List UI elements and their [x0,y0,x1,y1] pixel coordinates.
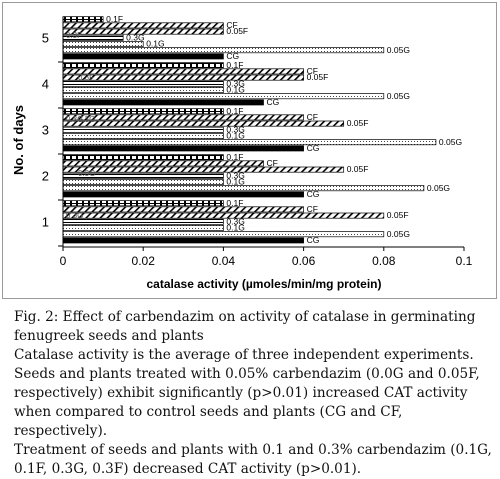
bar-0_05G-day-1 [62,231,385,238]
overlap-label: 0.3F [78,73,94,82]
bar-label: CF [307,66,318,76]
bar-label: 0.05G [439,137,462,147]
chart-panel: 0.1F CF 0.05F 0.3G 0.1G 0.05G CG 0.1F CF 0.05F 0.3… [2,2,497,299]
bar-0_3G-day-1 [62,218,224,225]
bar-CF-day-1 [62,206,304,213]
bar-label: 0.05F [387,210,409,220]
bar-label: 0.1G [146,39,164,49]
bar-0_3G-day-3 [62,126,224,133]
bar-0_05G-day-5 [62,47,385,54]
x-axis-label: catalase activity (µmoles/min/mg protein… [147,277,382,291]
bar-label: 0.05G [387,91,410,101]
bar-CF-day-2 [62,160,264,167]
bar-label: 0.1G [226,131,244,141]
bar-0_05G-day-3 [62,139,437,146]
bar-CG-day-3 [62,145,304,152]
plot-area: 0.1FCF0.05F0.3G0.1G0.05GCG0.1FCF0.05F0.3… [62,14,462,245]
bar-CF-day-4 [62,68,304,75]
bar-0_1F-day-1 [62,200,224,207]
bar-label: 0.05F [307,72,329,82]
bar-label: 0.1F [226,106,243,116]
catalase-bar-chart: 0.1FCF0.05F0.3G0.1G0.05GCG0.1FCF0.05F0.3… [11,14,473,291]
bar-label: CG [307,235,320,245]
bar-label: 0.05F [347,164,369,174]
y-tick-label: 4 [42,76,49,91]
bar-0_1G-day-5 [62,41,144,47]
bar-label: CG [226,51,239,61]
bar-label: 0.1G [226,223,244,233]
bar-CF-day-3 [62,114,304,121]
bar-0_05F-day-2 [62,166,345,173]
bar-label: CG [307,143,320,153]
bar-label: CG [307,189,320,199]
bar-0_05F-day-4 [62,74,304,81]
bar-label: CF [226,20,237,30]
overlap-label: 0.3F [66,31,82,40]
figure-caption: Fig. 2: Effect of carbendazim on activit… [14,308,492,479]
bar-label: 0.1F [226,152,243,162]
bar-label: 0.1F [106,14,123,24]
x-tick-label: 0.06 [292,254,316,268]
bar-label: 0.05F [347,118,369,128]
caption-line-1: Catalase activity is the average of thre… [14,347,474,363]
bar-0_1G-day-2 [62,179,224,185]
overlap-label: 0.3G [78,169,95,178]
x-tick-label: 0.08 [372,254,396,268]
bar-label: 0.1F [226,60,243,70]
axes: 1 2 3 4 5 0 0.02 0.04 0.06 0.08 0.1 [42,17,473,268]
bar-label: 0.05F [226,26,248,36]
overlap-label: 0.3G [66,211,83,220]
y-axis-label: No. of days [11,105,26,175]
x-tick-label: 0.04 [212,254,236,268]
bar-0_1F-day-3 [62,108,224,115]
bar-0_1F-day-4 [62,62,224,69]
bar-CG-day-2 [62,191,304,198]
y-tick-label: 5 [42,30,49,45]
bar-label: 0.05G [387,45,410,55]
bar-label: 0.3G [226,216,244,226]
bar-label: 0.3G [226,124,244,134]
bar-0_05F-day-3 [62,120,345,127]
bar-0_05G-day-4 [62,93,385,100]
bar-0_05F-day-1 [62,212,385,219]
bar-label: CF [267,158,278,168]
bar-0_1G-day-3 [62,133,224,139]
bar-0_1G-day-1 [62,225,224,231]
caption-line-2: Seeds and plants treated with 0.05% carb… [14,366,480,439]
bar-label: 0.3G [126,32,144,42]
bar-label: 0.3G [226,78,244,88]
bar-label: CG [267,97,280,107]
bar-label: 0.05G [427,183,450,193]
bar-label: 0.1G [226,85,244,95]
y-tick-label: 1 [42,214,49,229]
overlap-label: 0.3G [78,115,95,124]
y-tick-label: 2 [42,168,49,183]
x-tick-label: 0 [60,254,67,268]
bar-0_1F-day-2 [62,154,224,161]
figure-title: Fig. 2: Effect of carbendazim on activit… [14,309,476,344]
bar-label: CF [307,112,318,122]
bar-label: 0.1G [226,177,244,187]
x-tick-label: 0.02 [132,254,156,268]
caption-line-3: Treatment of seeds and plants with 0.1 a… [14,442,492,477]
bar-CG-day-5 [62,53,224,60]
bar-CF-day-5 [62,22,224,29]
bar-label: 0.1F [226,198,243,208]
bar-label: 0.05G [387,229,410,239]
bar-0_1F-day-5 [62,16,104,23]
overlap-label: 0.3G [66,115,83,124]
bar-label: CF [307,204,318,214]
bar-0_05G-day-2 [62,185,425,192]
bar-0_1G-day-4 [62,87,224,93]
y-tick-label: 3 [42,122,49,137]
bar-label: 0.3G [226,170,244,180]
bar-CG-day-4 [62,99,264,106]
x-tick-label: 0.1 [456,254,473,268]
bar-CG-day-1 [62,237,304,244]
